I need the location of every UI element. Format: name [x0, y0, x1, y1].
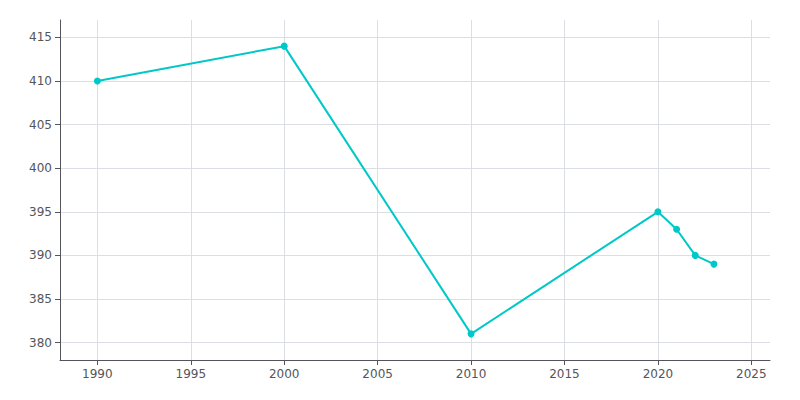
svg-text:2025: 2025 [736, 367, 767, 381]
svg-text:2020: 2020 [643, 367, 674, 381]
svg-text:2015: 2015 [549, 367, 580, 381]
svg-text:390: 390 [29, 248, 52, 262]
svg-text:2000: 2000 [269, 367, 300, 381]
svg-text:2010: 2010 [456, 367, 487, 381]
svg-text:380: 380 [29, 336, 52, 350]
svg-text:415: 415 [29, 30, 52, 44]
svg-text:385: 385 [29, 292, 52, 306]
svg-text:1995: 1995 [176, 367, 207, 381]
svg-text:395: 395 [29, 205, 52, 219]
svg-text:405: 405 [29, 118, 52, 132]
svg-text:1990: 1990 [82, 367, 113, 381]
svg-text:410: 410 [29, 74, 52, 88]
svg-text:400: 400 [29, 161, 52, 175]
svg-text:2005: 2005 [362, 367, 393, 381]
